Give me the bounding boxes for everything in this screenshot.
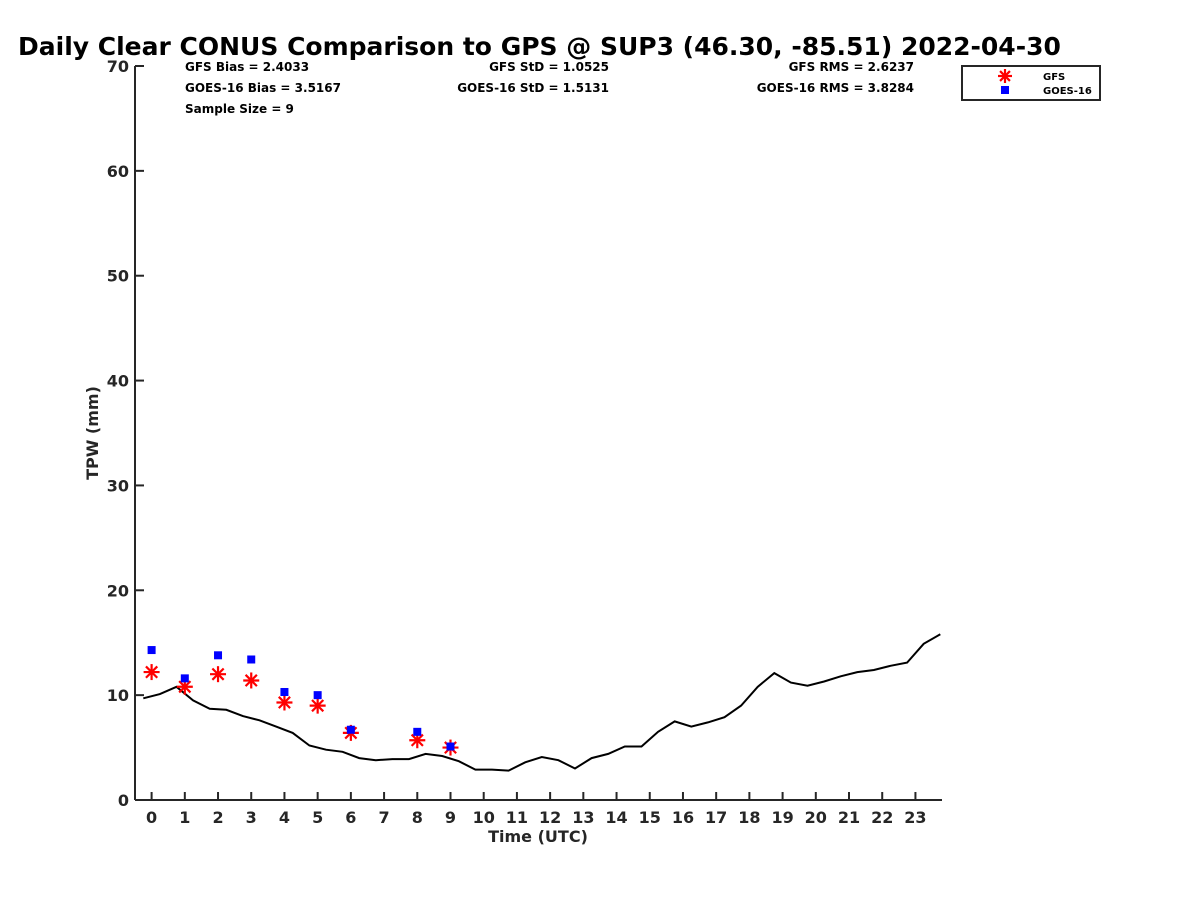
gfs-point (276, 694, 293, 711)
gfs-point (309, 697, 326, 714)
x-tick-label: 6 (345, 808, 356, 827)
goes16-point (280, 687, 289, 696)
x-tick-label: 7 (379, 808, 390, 827)
x-tick-label: 0 (146, 808, 157, 827)
x-ticks: 0 1 2 3 4 5 6 7 8 9 10 11 12 13 14 15 16 17 18 19 20 21 22 23 (146, 792, 927, 827)
goes16-point (247, 655, 256, 664)
x-tick-label: 3 (246, 808, 257, 827)
legend-gfs-label: GFS (1043, 72, 1065, 83)
x-tick-label: 10 (473, 808, 495, 827)
goes16-point (313, 691, 322, 700)
chart-title: Daily Clear CONUS Comparison to GPS @ SU… (18, 32, 1061, 61)
stat-goes-std: GOES-16 StD = 1.5131 (457, 81, 609, 95)
y-ticks: 0 10 20 30 40 50 60 70 (107, 57, 144, 810)
gfs-point (243, 672, 260, 689)
legend-goes-label: GOES-16 (1043, 86, 1092, 97)
goes16-point (446, 742, 455, 751)
x-tick-label: 8 (412, 808, 423, 827)
y-tick-label: 20 (107, 581, 129, 600)
y-axis-label: TPW (mm) (83, 386, 102, 480)
x-tick-label: 18 (738, 808, 760, 827)
goes16-point (147, 646, 156, 655)
y-tick-label: 60 (107, 162, 129, 181)
series-layer (143, 633, 941, 772)
goes16-point (413, 727, 422, 736)
x-tick-label: 5 (312, 808, 323, 827)
gfs-point (210, 666, 227, 683)
x-tick-label: 15 (639, 808, 661, 827)
gps-tpw-line (143, 633, 941, 772)
y-tick-label: 50 (107, 267, 129, 286)
stat-gfs-bias: GFS Bias = 2.4033 (185, 60, 309, 74)
gfs-point (143, 664, 160, 681)
x-tick-label: 14 (605, 808, 627, 827)
x-tick-label: 20 (805, 808, 827, 827)
x-axis-label: Time (UTC) (488, 827, 588, 846)
x-tick-label: 19 (771, 808, 793, 827)
stat-goes-rms: GOES-16 RMS = 3.8284 (757, 81, 914, 95)
goes16-point (214, 651, 223, 660)
x-tick-label: 17 (705, 808, 727, 827)
stat-gfs-rms: GFS RMS = 2.6237 (789, 60, 914, 74)
x-tick-label: 1 (179, 808, 190, 827)
stat-gfs-std: GFS StD = 1.0525 (489, 60, 609, 74)
x-tick-label: 4 (279, 808, 290, 827)
y-tick-label: 30 (107, 476, 129, 495)
x-tick-label: 23 (904, 808, 926, 827)
goes16-point (180, 674, 189, 683)
legend-box (961, 65, 1101, 101)
x-tick-label: 22 (871, 808, 893, 827)
y-tick-label: 40 (107, 372, 129, 391)
y-tick-label: 0 (118, 791, 129, 810)
y-tick-label: 10 (107, 686, 129, 705)
x-tick-label: 13 (572, 808, 594, 827)
x-tick-label: 11 (506, 808, 528, 827)
x-tick-label: 12 (539, 808, 561, 827)
x-tick-label: 16 (672, 808, 694, 827)
legend-gfs-asterisk (998, 69, 1012, 83)
stat-sample-size: Sample Size = 9 (185, 102, 294, 116)
goes16-point (346, 725, 355, 734)
x-tick-label: 9 (445, 808, 456, 827)
stat-goes-bias: GOES-16 Bias = 3.5167 (185, 81, 341, 95)
x-tick-label: 2 (212, 808, 223, 827)
legend-gfs-marker (998, 69, 1012, 83)
axes (134, 66, 942, 801)
legend: GFS GOES-16 (961, 65, 1101, 101)
y-tick-label: 70 (107, 57, 129, 76)
legend-goes-marker (1001, 86, 1009, 94)
x-tick-label: 21 (838, 808, 860, 827)
